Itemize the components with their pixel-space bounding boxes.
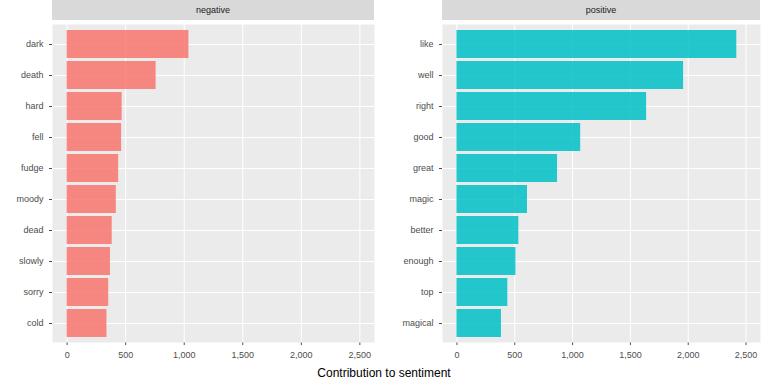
svg-text:1,500: 1,500 xyxy=(619,350,642,360)
svg-text:fell: fell xyxy=(32,132,44,142)
svg-text:500: 500 xyxy=(507,350,522,360)
svg-text:dark: dark xyxy=(26,39,44,49)
svg-text:2,500: 2,500 xyxy=(349,350,372,360)
svg-text:0: 0 xyxy=(65,350,70,360)
svg-text:enough: enough xyxy=(403,256,433,266)
svg-text:2,000: 2,000 xyxy=(677,350,700,360)
svg-text:like: like xyxy=(420,39,434,49)
svg-text:sorry: sorry xyxy=(24,287,44,297)
svg-text:1,000: 1,000 xyxy=(561,350,584,360)
svg-text:magic: magic xyxy=(409,194,434,204)
svg-text:well: well xyxy=(417,70,434,80)
svg-text:slowly: slowly xyxy=(19,256,44,266)
svg-text:fudge: fudge xyxy=(21,163,44,173)
svg-text:death: death xyxy=(21,70,44,80)
svg-text:2,000: 2,000 xyxy=(290,350,313,360)
svg-text:hard: hard xyxy=(25,101,43,111)
svg-text:magical: magical xyxy=(402,318,433,328)
html-text:negative: negative xyxy=(196,5,230,15)
svg-text:moody: moody xyxy=(16,194,44,204)
svg-text:good: good xyxy=(413,132,433,142)
svg-text:0: 0 xyxy=(454,350,459,360)
svg-text:dead: dead xyxy=(23,225,43,235)
svg-text:1,500: 1,500 xyxy=(232,350,255,360)
svg-text:right: right xyxy=(416,101,434,111)
html-text:positive: positive xyxy=(585,5,617,15)
svg-text:better: better xyxy=(410,225,433,235)
svg-text:1,000: 1,000 xyxy=(173,350,196,360)
svg-text:top: top xyxy=(421,287,434,297)
html-text:Contribution to sentiment: Contribution to sentiment xyxy=(317,366,451,380)
svg-text:2,500: 2,500 xyxy=(735,350,758,360)
svg-text:500: 500 xyxy=(118,350,133,360)
svg-text:cold: cold xyxy=(27,318,44,328)
svg-text:great: great xyxy=(413,163,434,173)
